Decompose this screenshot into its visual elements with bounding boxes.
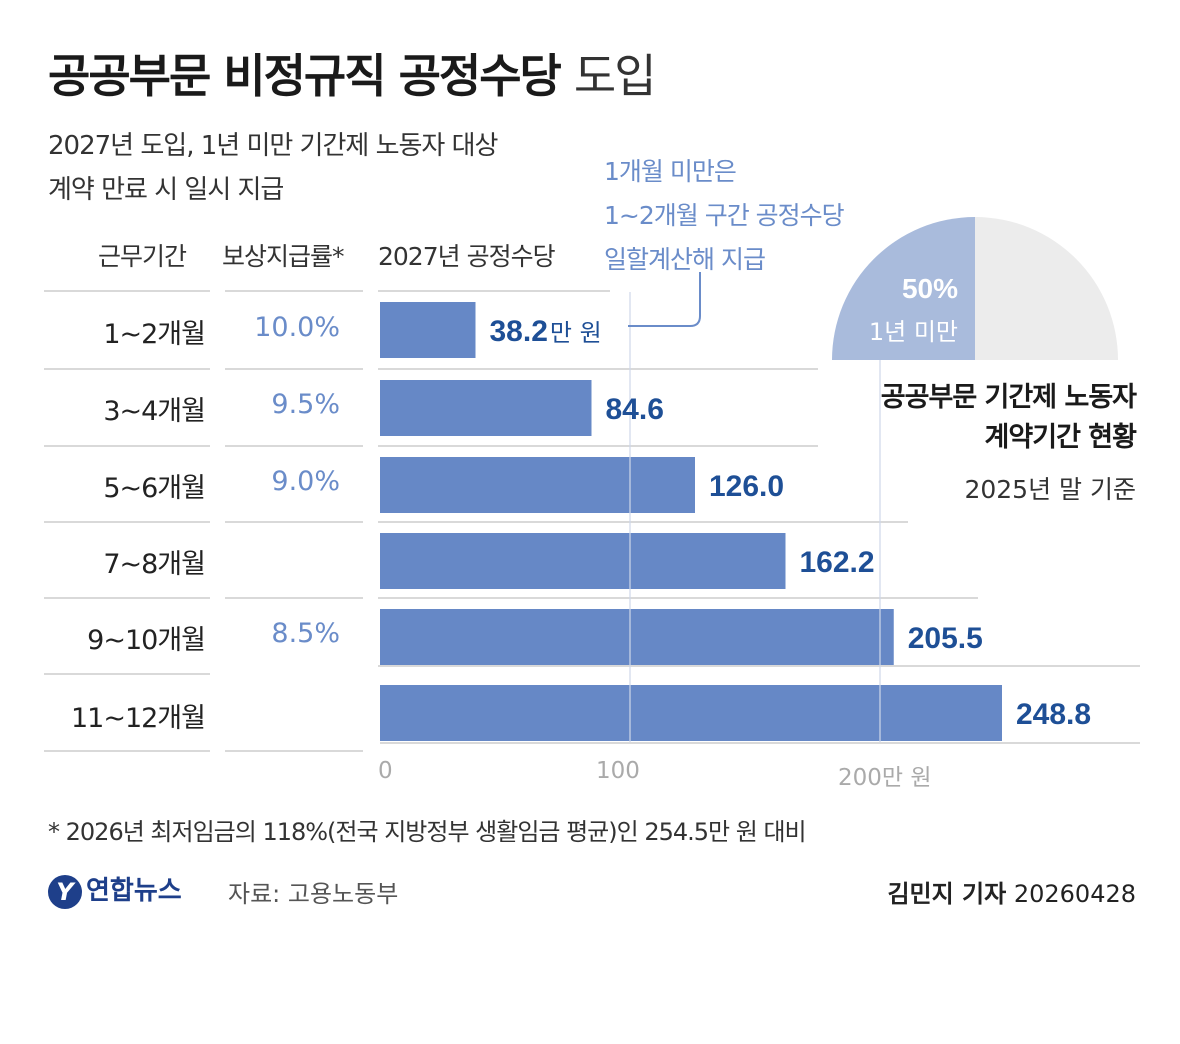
period-label: 3~4개월 bbox=[103, 396, 206, 427]
rate-label: 9.5% bbox=[271, 389, 340, 420]
logo-text: 연합뉴스 bbox=[86, 876, 182, 906]
reporter-name: 김민지 기자 bbox=[887, 880, 1007, 908]
x-tick-label: 100 bbox=[596, 758, 640, 784]
row-separator bbox=[44, 673, 210, 675]
x-tick-label: 0 bbox=[378, 758, 393, 784]
rate-label: 9.0% bbox=[271, 466, 340, 497]
bar bbox=[380, 302, 476, 358]
bar bbox=[380, 457, 695, 513]
publisher-logo: Y 연합뉴스 bbox=[48, 870, 182, 909]
bar-value-label: 38.2만 원 bbox=[490, 315, 602, 348]
subtitle-line-1: 2027년 도입, 1년 미만 기간제 노동자 대상 bbox=[48, 131, 498, 161]
pie-slice bbox=[832, 217, 975, 360]
bar-value-label: 248.8 bbox=[1016, 698, 1091, 731]
header-allowance: 2027년 공정수당 bbox=[378, 242, 556, 271]
title-light: 도입 bbox=[573, 49, 657, 103]
bar-value-label: 205.5 bbox=[908, 622, 983, 655]
row-separator bbox=[44, 750, 210, 752]
row-separator bbox=[378, 368, 818, 370]
row-separator bbox=[44, 368, 210, 370]
footnote: * 2026년 최저임금의 118%(전국 지방정부 생활임금 평균)인 254… bbox=[48, 818, 807, 846]
bar bbox=[380, 533, 786, 589]
subtitle: 2027년 도입, 1년 미만 기간제 노동자 대상 계약 만료 시 일시 지급 bbox=[48, 124, 498, 212]
byline: 김민지 기자 20260428 bbox=[887, 874, 1136, 909]
bar bbox=[380, 685, 1002, 741]
row-separator bbox=[225, 521, 363, 523]
row-separator bbox=[44, 597, 210, 599]
rate-label: 8.5% bbox=[271, 618, 340, 649]
inset-title: 공공부문 기간제 노동자 계약기간 현황 bbox=[820, 378, 1137, 458]
pie-slice bbox=[975, 217, 1118, 360]
source-text: 자료: 고용노동부 bbox=[228, 880, 399, 908]
row-separator bbox=[44, 290, 210, 292]
period-label: 9~10개월 bbox=[87, 625, 206, 656]
rate-label: 10.0% bbox=[254, 312, 340, 343]
inset-title-line-1: 공공부문 기간제 노동자 bbox=[880, 382, 1137, 413]
inset-date: 2025년 말 기준 bbox=[964, 475, 1136, 504]
logo-mark-icon: Y bbox=[48, 874, 82, 909]
period-label: 7~8개월 bbox=[103, 549, 206, 580]
row-separator bbox=[44, 521, 210, 523]
callout-line-3: 일할계산해 지급 bbox=[604, 245, 766, 274]
row-separator bbox=[378, 597, 978, 599]
subtitle-line-2: 계약 만료 시 일시 지급 bbox=[48, 175, 284, 205]
row-separator bbox=[378, 290, 610, 292]
period-label: 5~6개월 bbox=[103, 473, 206, 504]
callout-line-1: 1개월 미만은 bbox=[604, 157, 737, 186]
inset-title-line-2: 계약기간 현황 bbox=[984, 422, 1137, 453]
callout-note: 1개월 미만은 1~2개월 구간 공정수당 일할계산해 지급 bbox=[604, 150, 845, 282]
row-separator bbox=[44, 445, 210, 447]
bar bbox=[380, 609, 894, 665]
bar-value-label: 126.0 bbox=[709, 470, 784, 503]
callout-line-2: 1~2개월 구간 공정수당 bbox=[604, 201, 845, 230]
publish-date: 20260428 bbox=[1013, 880, 1136, 908]
callout-connector bbox=[628, 272, 701, 327]
row-separator bbox=[225, 290, 363, 292]
row-separator bbox=[225, 445, 363, 447]
row-separator bbox=[225, 597, 363, 599]
x-tick-label: 200만 원 bbox=[838, 765, 932, 791]
title-bold: 공공부문 비정규직 공정수당 bbox=[48, 49, 562, 103]
page-title: 공공부문 비정규직 공정수당 도입 bbox=[48, 40, 657, 106]
period-label: 1~2개월 bbox=[103, 319, 206, 350]
bar bbox=[380, 380, 592, 436]
period-label: 11~12개월 bbox=[70, 703, 206, 734]
bar-value-label: 84.6 bbox=[606, 393, 664, 426]
bar-value-unit: 만 원 bbox=[550, 319, 602, 347]
row-separator bbox=[225, 750, 363, 752]
header-rate: 보상지급률* bbox=[222, 242, 345, 271]
pie-slice-label: 1년 미만 bbox=[869, 318, 958, 346]
pie-slice-value: 50% bbox=[902, 273, 958, 304]
header-period: 근무기간 bbox=[98, 242, 187, 271]
row-separator bbox=[378, 445, 818, 447]
row-separator bbox=[378, 665, 1140, 667]
row-separator bbox=[225, 368, 363, 370]
bar-value-label: 162.2 bbox=[800, 546, 875, 579]
row-separator bbox=[378, 521, 908, 523]
axis-baseline bbox=[380, 742, 1140, 744]
